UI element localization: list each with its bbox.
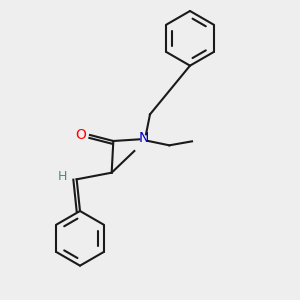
Text: H: H <box>58 169 68 182</box>
Text: N: N <box>138 131 148 145</box>
Text: O: O <box>76 128 86 142</box>
